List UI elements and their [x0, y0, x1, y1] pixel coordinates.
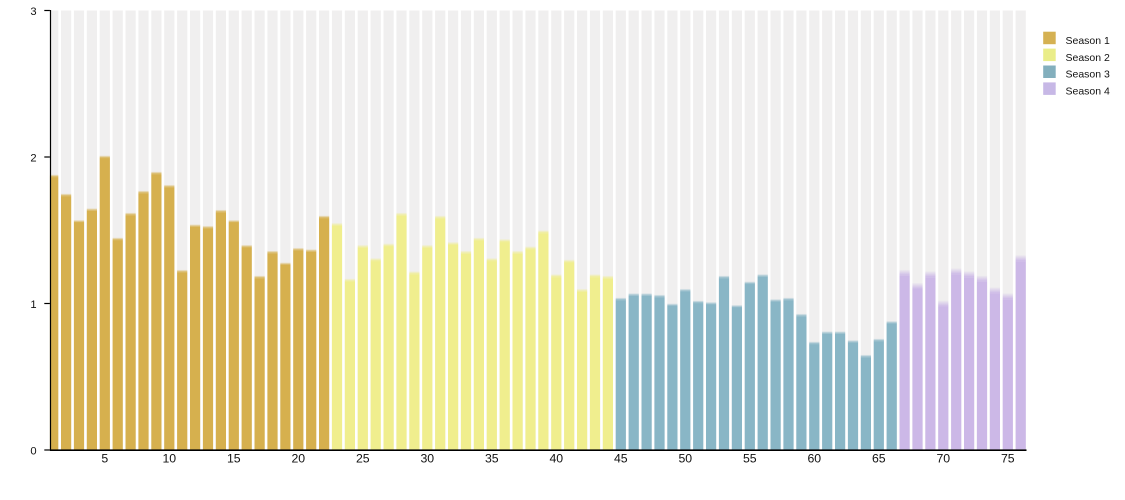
svg-text:Season 3: Season 3: [1066, 69, 1111, 81]
svg-text:60: 60: [807, 452, 821, 466]
svg-text:40: 40: [549, 452, 563, 466]
svg-text:1: 1: [30, 299, 36, 311]
svg-text:15: 15: [227, 452, 241, 466]
svg-text:3: 3: [30, 6, 36, 18]
svg-text:70: 70: [936, 452, 950, 466]
svg-text:50: 50: [678, 452, 692, 466]
svg-text:Season 2: Season 2: [1066, 52, 1111, 64]
svg-text:2: 2: [30, 152, 36, 164]
svg-text:25: 25: [356, 452, 370, 466]
svg-text:10: 10: [162, 452, 176, 466]
svg-text:20: 20: [291, 452, 305, 466]
svg-text:Season 4: Season 4: [1066, 86, 1111, 98]
svg-text:45: 45: [614, 452, 628, 466]
svg-text:35: 35: [485, 452, 499, 466]
svg-text:0: 0: [30, 445, 36, 457]
svg-text:75: 75: [1001, 452, 1015, 466]
svg-text:Season 1: Season 1: [1066, 35, 1111, 47]
svg-text:55: 55: [743, 452, 757, 466]
svg-text:65: 65: [872, 452, 886, 466]
svg-text:5: 5: [101, 452, 108, 466]
svg-text:30: 30: [420, 452, 434, 466]
